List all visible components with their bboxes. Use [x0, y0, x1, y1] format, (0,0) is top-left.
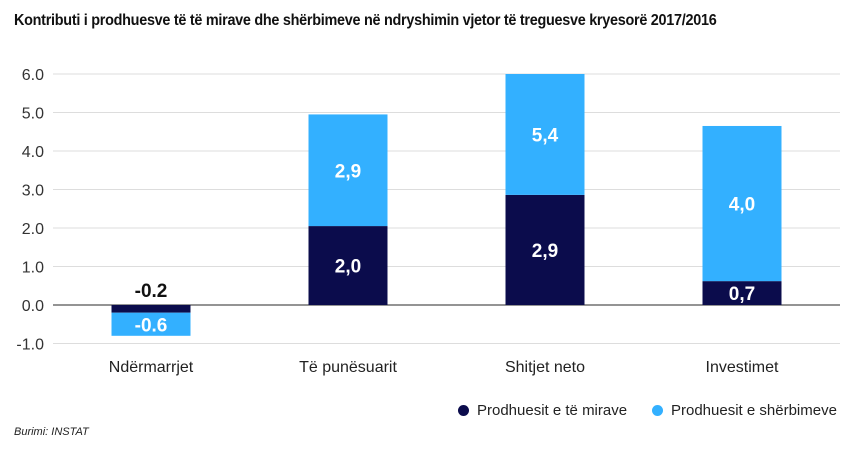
- y-tick-label: 4.0: [22, 144, 44, 161]
- x-tick-label: Të punësuarit: [299, 359, 397, 376]
- x-tick-label: Shitjet neto: [505, 359, 585, 376]
- legend-item-goods: Prodhuesit e të mirave: [458, 402, 627, 419]
- data-label: -0.6: [135, 315, 168, 336]
- x-tick-label: Investimet: [706, 359, 779, 376]
- bar-segment: [702, 125, 782, 282]
- data-label: 0,7: [729, 284, 755, 305]
- legend-label-goods: Prodhuesit e të mirave: [477, 402, 628, 419]
- bar-segment: [111, 312, 191, 336]
- y-tick-label: 1.0: [22, 260, 44, 277]
- bar-segment: [308, 226, 388, 305]
- data-label: 2,9: [532, 241, 558, 262]
- chart-title: Kontributi i prodhuesve të të mirave dhe…: [14, 12, 717, 29]
- y-tick-label: 6.0: [22, 67, 44, 84]
- data-label: 2,9: [335, 161, 361, 182]
- bar-segment: [111, 305, 191, 313]
- y-tick-label: 2.0: [22, 221, 44, 238]
- bar-segment: [505, 74, 585, 195]
- y-tick-label: 5.0: [22, 106, 44, 123]
- bar-segment: [308, 114, 388, 227]
- data-label: 2,0: [335, 257, 361, 278]
- y-tick-label: 0.0: [22, 298, 44, 315]
- legend-label-services: Prodhuesit e shërbimeve: [671, 402, 837, 419]
- data-label: -0.2: [135, 281, 168, 302]
- y-tick-label: -1.0: [16, 337, 44, 354]
- legend-swatch-goods: [458, 405, 469, 416]
- x-tick-label: Ndërmarrjet: [109, 359, 194, 376]
- legend-swatch-services: [652, 405, 663, 416]
- bar-segment: [505, 194, 585, 305]
- source-note: Burimi: INSTAT: [14, 426, 89, 438]
- bar-segment: [702, 281, 782, 305]
- data-label: 4,0: [729, 195, 755, 216]
- data-label: 5,4: [532, 125, 559, 146]
- legend-item-services: Prodhuesit e shërbimeve: [652, 402, 837, 419]
- y-tick-label: 3.0: [22, 183, 44, 200]
